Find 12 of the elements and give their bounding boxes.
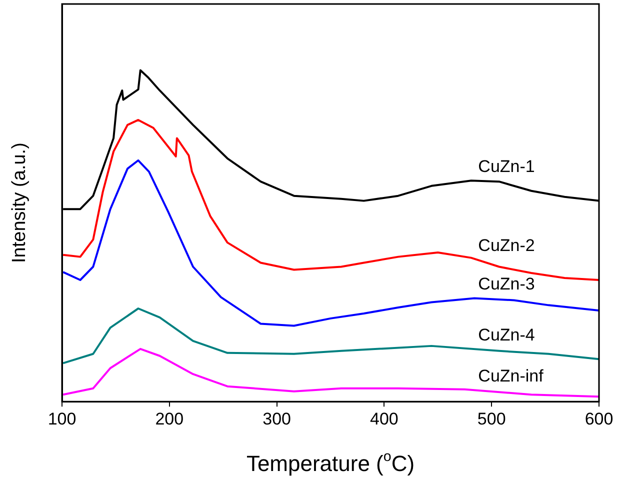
x-tick-label: 400 <box>370 409 398 428</box>
series-label: CuZn-1 <box>478 157 535 176</box>
x-tick-label: 100 <box>48 409 76 428</box>
series-label: CuZn-3 <box>478 274 535 294</box>
series-label: CuZn-4 <box>478 326 535 345</box>
x-tick-label: 300 <box>262 409 291 428</box>
series-label: CuZn-inf <box>478 366 544 386</box>
x-tick-label: 500 <box>477 409 506 428</box>
x-tick-label: 200 <box>155 409 184 428</box>
x-tick-label: 600 <box>584 409 614 428</box>
series-label: CuZn-2 <box>478 236 535 256</box>
y-axis-title: Intensity (a.u.) <box>9 142 30 263</box>
